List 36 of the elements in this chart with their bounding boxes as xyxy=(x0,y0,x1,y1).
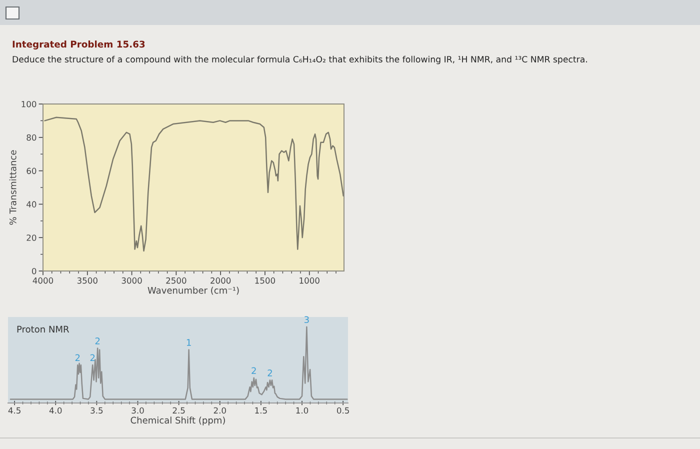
chart-subtitle: Deduce the structure of a compound with the molecular formula C₆H₁₄O₂ that exhibits the following IR, ¹H NMR, and ¹³C NMR spectra. xyxy=(12,56,587,64)
annotation: 3 xyxy=(304,316,309,324)
line-series xyxy=(44,116,344,252)
y-tick-label: 80 xyxy=(26,134,36,141)
x-tick-label: 1.0 xyxy=(296,407,308,414)
x-tick-label: 0.5 xyxy=(336,407,349,414)
x-tick-label: 3.0 xyxy=(132,407,144,414)
annotation: 2 xyxy=(268,370,272,376)
x-tick-label: 1500 xyxy=(255,277,276,284)
chart-title: Proton NMR xyxy=(17,326,70,333)
y-tick-label: 60 xyxy=(26,168,36,174)
x-tick-label: 3.5 xyxy=(90,407,103,414)
x-tick-label: 2500 xyxy=(166,277,186,284)
x-tick-label: 4.5 xyxy=(8,407,20,414)
y-tick-label: 100 xyxy=(22,100,36,108)
y-axis-title: % Transmittance xyxy=(9,150,16,225)
x-tick-label: 4000 xyxy=(32,277,54,284)
x-tick-label: 3000 xyxy=(122,277,142,284)
annotation: 2 xyxy=(95,338,100,344)
x-tick-label: 1000 xyxy=(300,277,320,284)
x-tick-label: 4.0 xyxy=(49,407,62,414)
annotation: 2 xyxy=(90,354,95,361)
x-tick-label: 2000 xyxy=(210,277,231,284)
x-tick-label: 3500 xyxy=(77,277,98,284)
y-tick-label: 20 xyxy=(26,234,36,241)
chart-title: Integrated Problem 15.63 xyxy=(12,40,145,50)
annotation: 1 xyxy=(186,339,191,346)
x-axis-title: Wavenumber (cm⁻¹) xyxy=(148,286,239,295)
x-tick-label: 2.0 xyxy=(214,407,226,414)
x-tick-label: 2.5 xyxy=(172,407,185,414)
annotation: 2 xyxy=(252,367,256,374)
x-tick-label: 1.5 xyxy=(255,407,267,414)
x-axis-title: Chemical Shift (ppm) xyxy=(130,416,225,426)
y-tick-label: 0 xyxy=(32,268,36,274)
annotation: 2 xyxy=(75,354,80,361)
y-tick-label: 40 xyxy=(26,201,36,208)
